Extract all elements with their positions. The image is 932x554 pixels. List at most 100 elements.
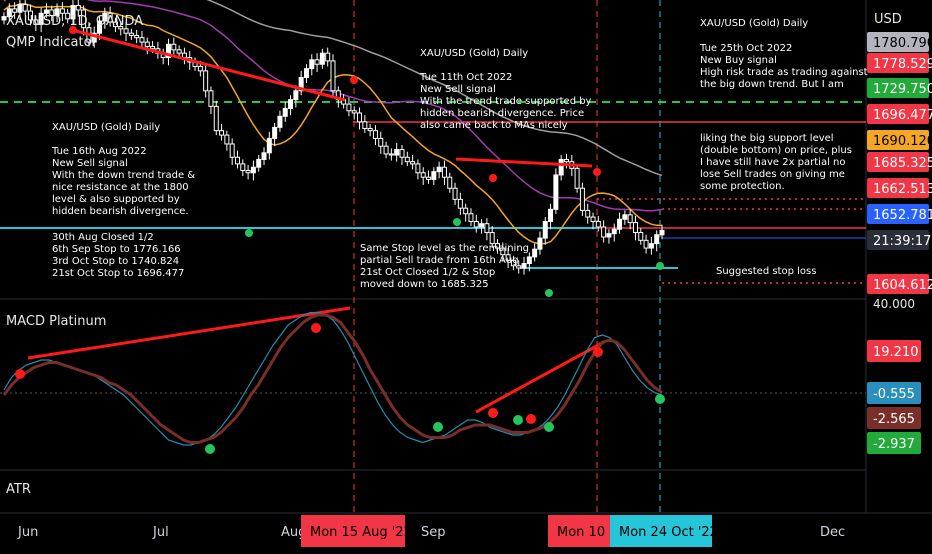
chart-background <box>0 0 866 550</box>
macd-divergence-1 <box>27 306 351 360</box>
annotation-oct11-line: With the trend trade supported by <box>420 96 592 107</box>
price-tag-text: 21:39:17 <box>873 234 931 249</box>
candle-bull <box>288 99 294 110</box>
annotation-aug-stop: 21st Oct Stop to 1696.477 <box>52 268 184 279</box>
candle-bear <box>489 232 495 245</box>
candle-bull <box>282 108 288 117</box>
time-marker-text: Mon 24 Oct '22 <box>619 525 718 540</box>
candle-bear <box>22 3 28 12</box>
price-tag <box>867 204 929 224</box>
time-marker <box>548 515 612 547</box>
ma-slow-line <box>206 0 663 177</box>
candle-bear <box>128 32 134 36</box>
candle-bull <box>293 90 299 101</box>
candle-bear <box>81 9 87 29</box>
price-tag-text: 1690.120 <box>873 134 932 149</box>
annotation-oct25-line: New Buy signal <box>700 55 777 66</box>
price-tag <box>867 104 929 124</box>
candle-bear <box>224 134 230 145</box>
candle-bear <box>574 167 580 189</box>
candle-bull <box>277 115 283 128</box>
annotation-oct25-more: some protection. <box>700 181 785 192</box>
candle-bull <box>648 243 654 249</box>
time-tick: Dec <box>820 525 845 540</box>
trend-line-oct <box>455 157 593 168</box>
candle-bear <box>441 166 447 178</box>
candle-bull <box>617 218 623 230</box>
candle-bear <box>65 12 71 20</box>
candle-bear <box>346 103 352 112</box>
price-tag <box>867 130 929 150</box>
candle-bull <box>261 152 267 160</box>
price-tag <box>867 152 929 172</box>
candle-bear <box>410 161 416 165</box>
time-tick: Aug <box>281 525 306 540</box>
candle-bull <box>553 174 559 210</box>
annotation-oct25-more: (double bottom) on price, plus <box>700 145 852 156</box>
candle-bear <box>632 222 638 234</box>
candle-bear <box>447 176 453 189</box>
candle-bear <box>563 158 569 163</box>
candle-bear <box>314 59 320 65</box>
candle-bear <box>505 254 511 261</box>
annotation-oct25-more: I have still have 2x partial no <box>700 157 846 168</box>
annotation-aug-line: level & also supported by <box>52 194 180 205</box>
candle-bull <box>558 158 564 176</box>
candle-bear <box>59 8 65 14</box>
macd-buy-dot <box>544 422 554 432</box>
candle-bear <box>176 49 182 54</box>
annotation-aug-stop: 6th Sep Stop to 1776.166 <box>52 244 181 255</box>
annotation-oct11-title: XAU/USD (Gold) Daily <box>420 48 528 59</box>
candle-bull <box>526 256 532 265</box>
signal-dots <box>15 26 665 454</box>
time-marker <box>301 515 405 547</box>
candle-bull <box>166 43 171 59</box>
price-tag <box>867 178 929 198</box>
candle-bear <box>367 127 373 132</box>
candle-bull <box>622 214 628 220</box>
annotation-aug-line: nice resistance at the 1800 <box>52 182 189 193</box>
candle-bull <box>436 166 442 173</box>
candle-bull <box>542 220 548 239</box>
price-tag <box>867 32 929 52</box>
candle-bull <box>532 248 538 258</box>
buy-dot <box>245 229 253 237</box>
macd-tag <box>867 340 921 362</box>
price-axis-labels: 1780.790 1778.529 1729.750 1696.477 1690.120… <box>867 32 932 294</box>
price-tag-text: 1604.612 <box>873 278 932 293</box>
time-marker-text: Mon 10 O <box>557 525 619 540</box>
annotation-aug-stop: 30th Aug Closed 1/2 <box>52 232 154 243</box>
candle-bull <box>70 5 76 20</box>
candle-bear <box>378 137 384 147</box>
candle-bear <box>208 90 214 107</box>
candle-bear <box>399 149 405 158</box>
macd-buy-dot <box>655 394 665 404</box>
candle-bear <box>495 243 500 249</box>
macd-tag-text: -2.565 <box>873 412 915 427</box>
macd-divergence-2 <box>475 340 605 414</box>
candle-bear <box>473 220 479 228</box>
candle-bear <box>590 216 596 222</box>
indicator-title: QMP Indicator <box>6 35 98 50</box>
annotation-oct25-more: lose Sell trades on giving me <box>700 169 845 180</box>
price-tag <box>867 78 929 98</box>
price-tag <box>867 230 929 250</box>
price-tag-text: 1696.477 <box>873 108 932 123</box>
price-tag <box>867 53 929 73</box>
candle-bear <box>28 10 34 21</box>
sell-dot <box>593 168 601 176</box>
time-marker <box>610 515 712 547</box>
candle-bear <box>351 110 357 114</box>
candle-bull <box>654 234 660 245</box>
candle-bear <box>595 220 601 228</box>
candle-bear <box>150 46 156 50</box>
annotation-oct25-line: Tue 25th Oct 2022 <box>699 43 792 54</box>
candle-bear <box>643 239 649 249</box>
candle-bull <box>250 166 256 174</box>
trend-line-aug <box>71 28 346 102</box>
annotation-oct25-more: liking the big support level <box>700 133 834 144</box>
candle-bull <box>17 3 23 13</box>
macd-title: MACD Platinum <box>6 314 106 329</box>
